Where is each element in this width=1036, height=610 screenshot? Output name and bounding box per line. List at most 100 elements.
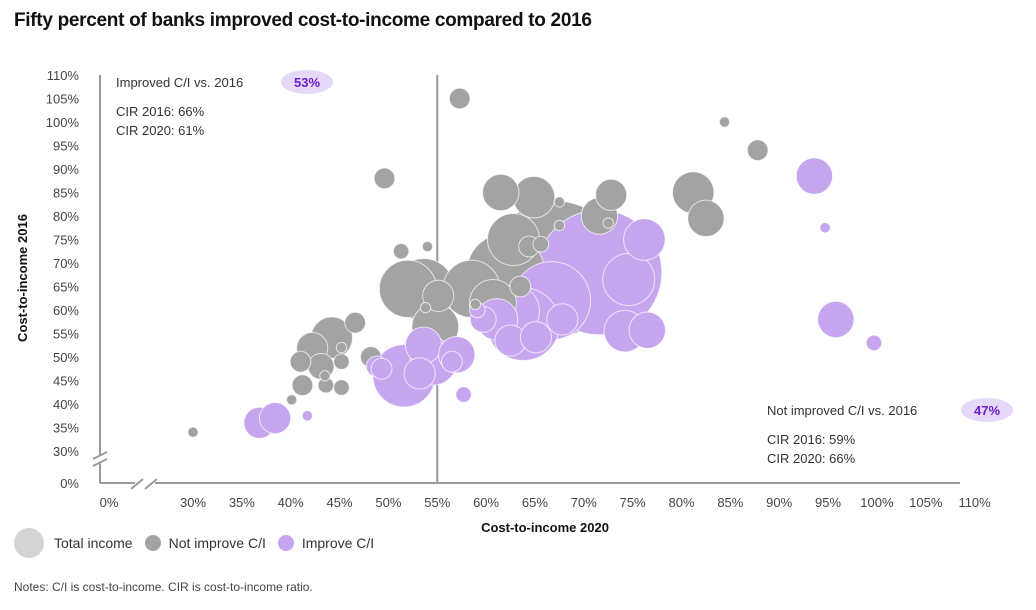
bubble-improve — [819, 222, 831, 234]
improved-label: Improved C/I vs. 2016 — [116, 75, 243, 90]
bubble-improve — [258, 402, 292, 435]
bubble-not-improve — [285, 394, 298, 406]
legend-item-total-income: Total income — [14, 528, 133, 558]
y-tick-label: 30% — [53, 444, 79, 459]
bubble-improve — [455, 386, 472, 403]
bubble-improve — [628, 311, 667, 349]
y-tick-label: 90% — [53, 162, 79, 177]
y-tick-label: 65% — [53, 280, 79, 295]
y-tick-label: 55% — [53, 327, 79, 342]
x-tick-label: 95% — [815, 495, 841, 510]
x-tick-label: 35% — [229, 495, 255, 510]
bubble-not-improve — [512, 175, 556, 219]
bubble-improve — [370, 357, 393, 380]
y-tick-label: 45% — [53, 374, 79, 389]
annotations: Improved C/I vs. 2016 53% CIR 2016: 66% CIR… — [116, 70, 1013, 466]
y-tick-label: 100% — [46, 115, 80, 130]
improved-cir2020: CIR 2020: 61% — [116, 123, 205, 138]
bubble-not-improve — [482, 173, 520, 212]
y-tick-label: 35% — [53, 421, 79, 436]
y-tick-label: 70% — [53, 256, 79, 271]
bubble-not-improve — [469, 298, 482, 311]
legend-label: Improve C/I — [301, 535, 375, 551]
x-tick-label: 80% — [668, 495, 694, 510]
x-tick-label: 55% — [424, 495, 450, 510]
chart-title: Fifty percent of banks improved cost-to-… — [14, 10, 592, 31]
not-improved-cir2020: CIR 2020: 66% — [767, 451, 856, 466]
bubble-improve — [403, 357, 436, 390]
bubble-not-improve — [333, 353, 350, 371]
bubble-not-improve — [532, 235, 550, 253]
bubble-improve — [602, 252, 656, 306]
y-tick-label: 80% — [53, 209, 79, 224]
x-axis-break — [144, 478, 158, 490]
improved-badge-text: 53% — [294, 75, 320, 90]
y-tick-label: 0% — [60, 476, 79, 491]
bubble-not-improve — [344, 311, 367, 334]
y-axis-break — [92, 458, 108, 467]
bubble-not-improve — [602, 217, 614, 229]
bubble-not-improve — [333, 379, 350, 396]
legend-item-not-improve: Not improve C/I — [144, 535, 266, 551]
x-tick-label: 105% — [909, 495, 943, 510]
x-tick-label: 110% — [958, 495, 991, 510]
y-tick-label: 75% — [53, 233, 79, 248]
bubble-improve — [865, 334, 883, 352]
x-tick-label: 75% — [620, 495, 646, 510]
bubble-not-improve — [291, 374, 314, 397]
y-tick-label: 95% — [53, 139, 79, 154]
bubble-improve — [441, 350, 463, 373]
legend-label: Not improve C/I — [168, 535, 266, 551]
legend: Total income Not improve C/I Improve C/I — [14, 528, 386, 558]
bubble-improve — [795, 157, 834, 195]
improved-badge — [281, 70, 333, 94]
size-legend-icon — [14, 528, 44, 558]
x-tick-label: 45% — [327, 495, 353, 510]
bubble-improve — [301, 410, 314, 422]
x-tick-label: 40% — [278, 495, 304, 510]
legend-label: Total income — [54, 535, 133, 551]
y-axis-break — [92, 451, 108, 460]
x-tick-label: 100% — [860, 495, 894, 510]
bubble-improve — [623, 218, 666, 261]
purple-dot-icon — [277, 535, 294, 551]
bubble-not-improve — [553, 196, 566, 208]
bubble-improve — [519, 321, 553, 354]
bubble-not-improve — [687, 199, 725, 238]
gray-dot-icon — [144, 535, 161, 551]
bubble-not-improve — [373, 167, 396, 190]
improved-cir2016: CIR 2016: 66% — [116, 104, 205, 119]
y-tick-label: 110% — [47, 68, 80, 83]
x-tick-label: 30% — [180, 495, 206, 510]
bubble-not-improve — [289, 350, 312, 373]
y-axis-title: Cost-to-income 2016 — [15, 214, 30, 342]
not-improved-label: Not improved C/I vs. 2016 — [767, 403, 917, 418]
x-tick-label: 85% — [717, 495, 743, 510]
y-tick-label: 85% — [53, 186, 79, 201]
bubble-not-improve — [595, 178, 628, 211]
y-tick-label: 60% — [53, 303, 79, 318]
bubble-not-improve — [421, 240, 434, 253]
bubble-not-improve — [392, 242, 410, 260]
legend-item-improve: Improve C/I — [277, 535, 375, 551]
x-tick-label: 0% — [100, 495, 119, 510]
x-tick-label: 50% — [375, 495, 401, 510]
bubbles — [187, 87, 883, 439]
bubble-improve — [546, 303, 579, 336]
not-improved-cir2016: CIR 2016: 59% — [767, 432, 856, 447]
bubble-not-improve — [448, 87, 471, 110]
bubble-not-improve — [746, 139, 769, 162]
bubble-not-improve — [718, 116, 731, 128]
bubble-not-improve — [319, 370, 331, 382]
y-tick-label: 105% — [46, 92, 80, 107]
bubble-not-improve — [187, 426, 199, 438]
bubble-not-improve — [335, 341, 348, 354]
x-tick-label: 65% — [522, 495, 548, 510]
bubble-not-improve — [419, 301, 432, 314]
y-tick-label: 40% — [53, 397, 79, 412]
bubble-not-improve — [422, 279, 455, 312]
not-improved-badge — [961, 398, 1013, 422]
x-tick-label: 70% — [571, 495, 597, 510]
bubble-not-improve — [509, 275, 532, 298]
